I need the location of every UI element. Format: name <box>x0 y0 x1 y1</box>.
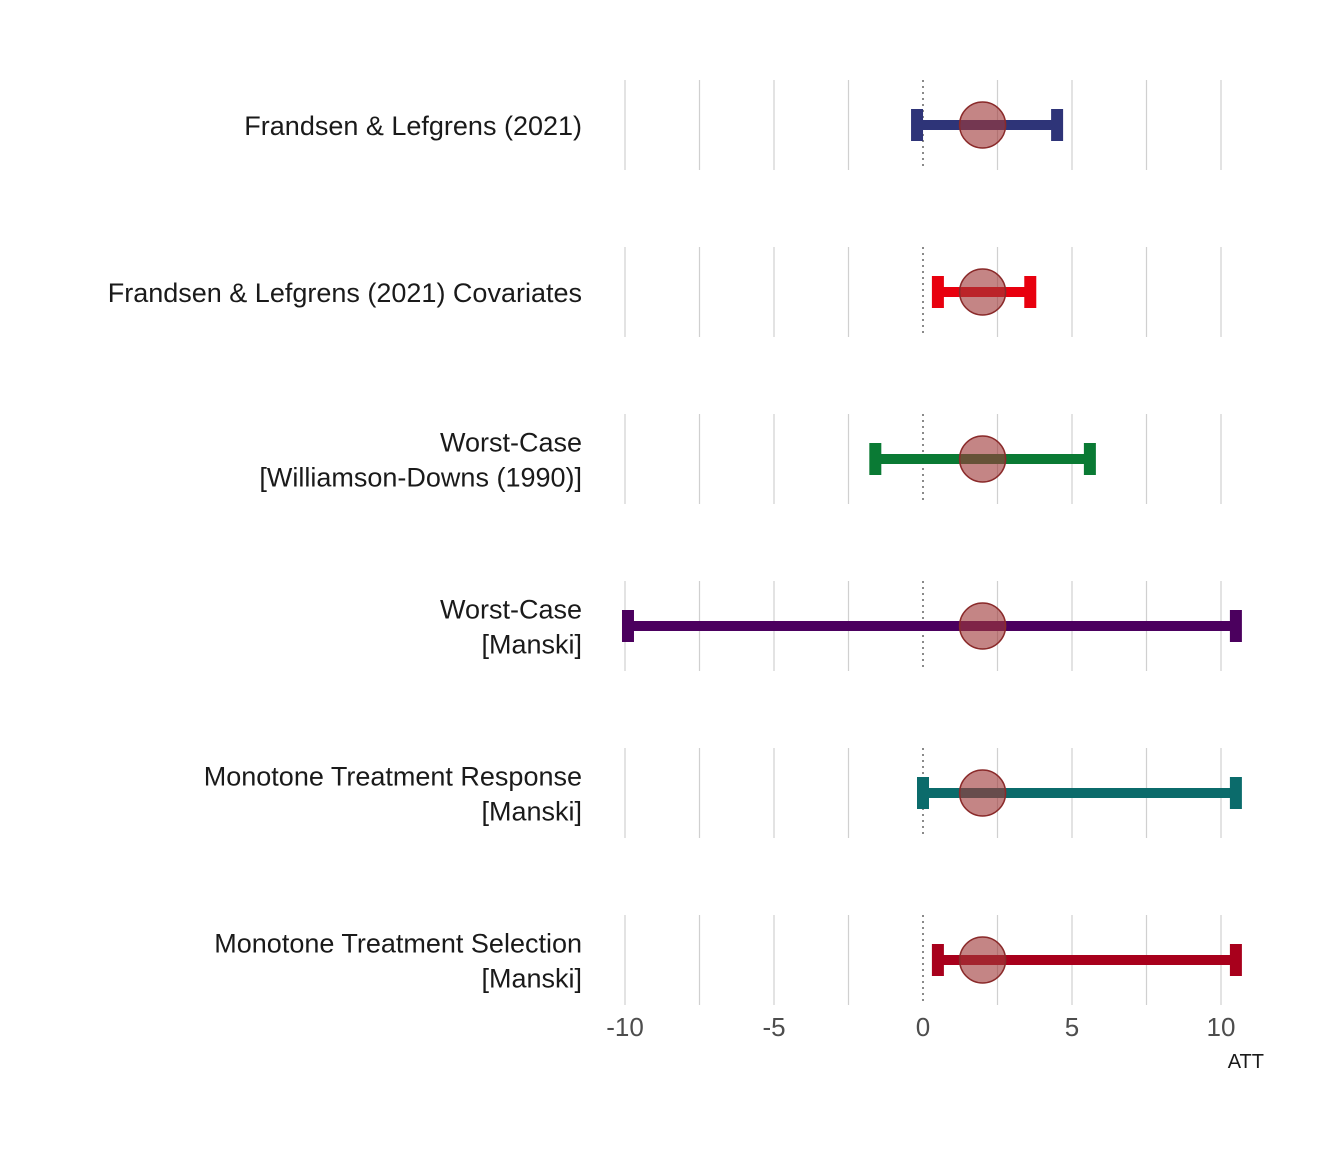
category-label: Monotone Treatment Selection <box>214 929 582 959</box>
interval-cap-lower <box>931 944 944 976</box>
category-label: [Manski] <box>481 630 582 660</box>
category-labels: Frandsen & Lefgrens (2021) Frandsen & Lef… <box>108 111 582 994</box>
interval-cap-lower <box>931 276 944 308</box>
interval-cap-lower <box>917 777 929 809</box>
interval-cap-upper <box>1083 443 1096 475</box>
x-tick-label: -10 <box>606 1012 644 1042</box>
interval-cap-upper <box>1229 944 1242 976</box>
category-label: Worst-Case <box>440 595 582 625</box>
interval-cap-lower <box>621 610 634 642</box>
category-label: Monotone Treatment Response <box>204 762 582 792</box>
point-estimate-marker <box>958 101 1007 149</box>
interval-cap-upper <box>1229 610 1242 642</box>
category-label: Worst-Case <box>440 428 582 458</box>
x-tick-label: 5 <box>1065 1012 1079 1042</box>
point-estimate-marker <box>958 435 1007 483</box>
category-label: [Williamson-Downs (1990)] <box>259 463 582 493</box>
x-axis-title: ATT <box>1228 1051 1264 1073</box>
x-tick-label: 0 <box>916 1012 930 1042</box>
x-axis-ticks: -10 -5 0 5 10 <box>606 1012 1235 1042</box>
x-tick-label: -5 <box>762 1012 785 1042</box>
point-estimate-marker <box>958 936 1007 984</box>
category-label: [Manski] <box>481 964 582 994</box>
point-estimate-marker <box>958 602 1007 650</box>
intervals-layer <box>621 101 1242 984</box>
grid-layer <box>624 80 1222 1005</box>
point-estimate-marker <box>958 268 1007 316</box>
interval-cap-upper <box>1229 777 1242 809</box>
category-label: [Manski] <box>481 797 582 827</box>
point-estimate-marker <box>958 769 1007 817</box>
interval-cap-lower <box>911 109 924 141</box>
interval-cap-upper <box>1051 109 1064 141</box>
category-label: Frandsen & Lefgrens (2021) <box>244 111 582 141</box>
category-label: Frandsen & Lefgrens (2021) Covariates <box>108 278 582 308</box>
interval-cap-lower <box>869 443 882 475</box>
x-tick-label: 10 <box>1207 1012 1236 1042</box>
interval-cap-upper <box>1024 276 1037 308</box>
